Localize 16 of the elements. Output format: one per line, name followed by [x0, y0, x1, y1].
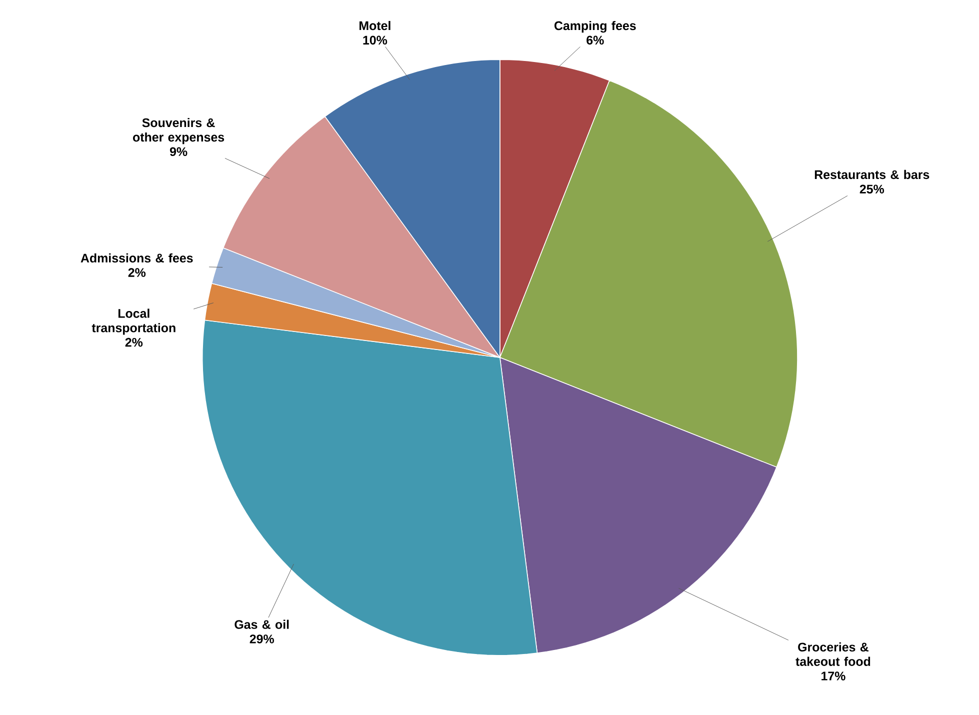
data-label: 17% — [822, 672, 846, 680]
data-label: 2% — [125, 338, 143, 347]
data-label: 9% — [170, 147, 188, 156]
data-label: 29% — [250, 634, 274, 644]
slice-label: Motel — [360, 20, 390, 30]
slice-label: Souvenirs & other expenses — [133, 118, 224, 144]
slice-label: Admissions & fees — [80, 253, 193, 263]
slice-label: Camping fees — [554, 20, 636, 33]
data-label: 25% — [860, 184, 884, 194]
slice-label: Local transportation — [92, 308, 176, 335]
slice-label: Restaurants & bars — [814, 170, 930, 180]
data-label: 10% — [363, 36, 388, 45]
data-label: 2% — [128, 268, 146, 277]
data-label: 6% — [586, 36, 604, 45]
slice-label: Gas & oil — [234, 620, 289, 629]
slice-label: Groceries & takeout food — [796, 642, 870, 666]
